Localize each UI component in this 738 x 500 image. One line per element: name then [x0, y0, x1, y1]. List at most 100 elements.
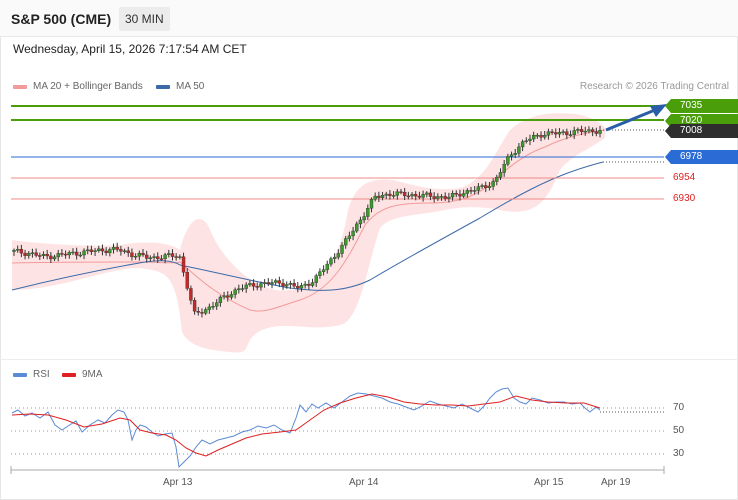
candle-body	[598, 130, 602, 134]
candle-body	[97, 248, 101, 251]
candle-body	[509, 154, 514, 157]
candle-body	[38, 255, 42, 257]
candle-body	[561, 131, 565, 133]
legend-ma50: MA 50	[156, 81, 204, 92]
candle-body	[421, 194, 425, 198]
candle-body	[469, 190, 473, 192]
candle-body	[336, 253, 341, 258]
candle-body	[111, 246, 116, 250]
candle-body	[63, 253, 68, 256]
candle-body	[244, 284, 248, 289]
support-1-label: 6954	[673, 172, 696, 183]
candle-body	[443, 196, 447, 199]
candle-body	[332, 256, 337, 259]
candle-body	[380, 195, 385, 198]
resistance-2-tag: 7035	[665, 99, 738, 113]
candle-body	[391, 195, 396, 197]
candle-body	[159, 258, 164, 260]
candle-body	[237, 288, 241, 291]
candle-body	[425, 192, 429, 195]
candle-body	[203, 309, 208, 314]
candle-body	[554, 132, 558, 135]
timeframe-badge[interactable]: 30 MIN	[119, 7, 170, 31]
candle-body	[56, 253, 60, 258]
candle-body	[104, 250, 108, 253]
candle-body	[156, 256, 160, 259]
candle-body	[428, 192, 433, 197]
candle-body	[417, 195, 422, 198]
candle-body	[568, 134, 573, 136]
candle-body	[277, 280, 282, 284]
rsi-level-50: 50	[673, 425, 685, 436]
x-label-apr14: Apr 14	[349, 477, 379, 488]
candle-body	[590, 129, 595, 132]
candle-body	[321, 269, 326, 272]
candle-body	[207, 306, 212, 310]
candle-body	[185, 272, 189, 289]
candle-body	[307, 283, 311, 286]
candle-body	[476, 186, 481, 191]
candle-body	[439, 196, 444, 198]
candle-body	[583, 130, 587, 133]
candle-body	[299, 285, 304, 289]
candle-body	[358, 219, 363, 225]
candle-body	[174, 256, 178, 258]
candle-body	[461, 193, 466, 197]
candle-body	[148, 257, 153, 260]
candle-body	[314, 275, 318, 283]
candle-body	[200, 312, 204, 314]
candle-body	[34, 252, 38, 256]
rsi-level-30: 30	[673, 448, 685, 459]
forecast-arrow	[605, 108, 656, 132]
x-label-apr19: Apr 19	[601, 477, 631, 488]
candle-body	[351, 230, 355, 237]
candle-body	[543, 135, 547, 138]
candle-body	[163, 254, 167, 260]
legend-rsi-ma-label: 9MA	[82, 369, 103, 380]
candle-body	[218, 296, 223, 303]
candle-body	[325, 263, 329, 270]
candle-body	[531, 135, 536, 140]
candle-body	[12, 250, 16, 252]
date-text: Wednesday, April 15, 2026 7:17:54 AM CET	[13, 42, 247, 56]
candle-body	[454, 193, 458, 195]
candle-body	[414, 194, 418, 197]
credit-text: Research © 2026 Trading Central	[579, 81, 729, 92]
candle-body	[86, 249, 90, 252]
candle-body	[495, 177, 499, 182]
candle-body	[152, 256, 156, 259]
candle-body	[329, 258, 333, 265]
candle-body	[266, 282, 271, 285]
candle-body	[369, 199, 374, 209]
candle-body	[89, 249, 94, 252]
legend-ma20: MA 20 + Bollinger Bands	[13, 81, 143, 92]
candle-body	[285, 284, 289, 287]
candle-body	[49, 255, 53, 260]
candle-body	[535, 134, 540, 137]
candle-body	[67, 252, 71, 256]
candle-body	[303, 283, 307, 286]
candle-body	[565, 131, 569, 136]
candle-body	[30, 252, 35, 254]
candle-body	[432, 196, 436, 199]
ma50-line	[11, 161, 604, 291]
pivot-tag: 6978	[665, 150, 738, 164]
candle-body	[233, 289, 237, 295]
candle-body	[226, 295, 230, 298]
candle-body	[126, 250, 130, 254]
rsi-level-70: 70	[673, 402, 685, 413]
candle-body	[248, 283, 252, 286]
candle-body	[458, 193, 462, 197]
candle-body	[520, 141, 525, 148]
x-label-apr13: Apr 13	[163, 477, 193, 488]
candle-body	[502, 163, 506, 173]
candle-body	[310, 282, 315, 286]
candle-body	[292, 283, 296, 287]
candle-body	[340, 244, 344, 254]
candle-body	[395, 191, 399, 196]
candle-body	[23, 252, 27, 256]
candle-body	[579, 129, 584, 132]
candle-body	[347, 235, 352, 239]
chart-header: S&P 500 (CME) 30 MIN	[0, 0, 738, 37]
candle-body	[259, 283, 263, 288]
